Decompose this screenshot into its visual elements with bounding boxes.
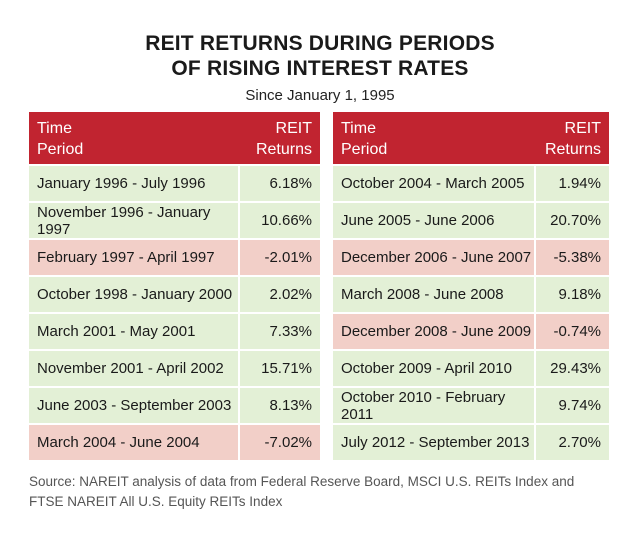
period-cell: June 2003 - September 2003 [29, 388, 238, 423]
table-row: October 2009 - April 2010 29.43% [333, 351, 609, 386]
return-cell: 20.70% [536, 203, 609, 238]
return-cell: 9.18% [536, 277, 609, 312]
header-returns-label: Returns [544, 141, 601, 158]
table-row: March 2001 - May 2001 7.33% [29, 314, 320, 349]
table-row: December 2008 - June 2009 -0.74% [333, 314, 609, 349]
header-returns-label: Returns [255, 141, 312, 158]
period-cell: November 2001 - April 2002 [29, 351, 238, 386]
return-cell: -2.01% [240, 240, 320, 275]
period-cell: October 2010 - February 2011 [333, 388, 534, 423]
return-cell: 2.70% [536, 425, 609, 460]
table-row: March 2004 - June 2004 -7.02% [29, 425, 320, 460]
period-cell: March 2001 - May 2001 [29, 314, 238, 349]
return-cell: 8.13% [240, 388, 320, 423]
period-cell: December 2008 - June 2009 [333, 314, 534, 349]
return-cell: 1.94% [536, 166, 609, 201]
return-cell: 29.43% [536, 351, 609, 386]
table-row: November 2001 - April 2002 15.71% [29, 351, 320, 386]
period-cell: October 2004 - March 2005 [333, 166, 534, 201]
table-rows-right: October 2004 - March 2005 1.94% June 2005 … [333, 166, 609, 460]
table-row: June 2005 - June 2006 20.70% [333, 203, 609, 238]
table-row: March 2008 - June 2008 9.18% [333, 277, 609, 312]
header-reit-label: REIT [564, 120, 601, 137]
period-cell: October 1998 - January 2000 [29, 277, 238, 312]
return-cell: -7.02% [240, 425, 320, 460]
table-row: December 2006 - June 2007 -5.38% [333, 240, 609, 275]
return-cell: -0.74% [536, 314, 609, 349]
period-cell: January 1996 - July 1996 [29, 166, 238, 201]
source-note: Source: NAREIT analysis of data from Fed… [29, 474, 575, 509]
period-cell: November 1996 - January 1997 [29, 203, 238, 238]
table-row: October 2010 - February 2011 9.74% [333, 388, 609, 423]
header-reit-label: REIT [275, 120, 312, 137]
chart-title-line1: REIT RETURNS DURING PERIODS [145, 32, 495, 55]
period-cell: February 1997 - April 1997 [29, 240, 238, 275]
return-cell: 10.66% [240, 203, 320, 238]
return-cell: 6.18% [240, 166, 320, 201]
period-cell: October 2009 - April 2010 [333, 351, 534, 386]
chart-subtitle: Since January 1, 1995 [245, 87, 395, 104]
table-row: October 2004 - March 2005 1.94% [333, 166, 609, 201]
header-time-label: Time [37, 120, 72, 137]
table-row: February 1997 - April 1997 -2.01% [29, 240, 320, 275]
table-rows-left: January 1996 - July 1996 6.18% November 19… [29, 166, 320, 460]
chart-title-line2: OF RISING INTEREST RATES [171, 57, 469, 80]
table-row: October 1998 - January 2000 2.02% [29, 277, 320, 312]
return-cell: 7.33% [240, 314, 320, 349]
table-header: Time Period REIT Returns [333, 112, 609, 164]
header-time-label: Time [341, 120, 376, 137]
table-row: January 1996 - July 1996 6.18% [29, 166, 320, 201]
table-row: July 2012 - September 2013 2.70% [333, 425, 609, 460]
header-period-label: Period [341, 141, 388, 158]
returns-table-left: Time Period REIT Returns January 1996 - … [29, 112, 320, 460]
table-row: June 2003 - September 2003 8.13% [29, 388, 320, 423]
return-cell: 9.74% [536, 388, 609, 423]
period-cell: March 2004 - June 2004 [29, 425, 238, 460]
return-cell: 15.71% [240, 351, 320, 386]
header-period-label: Period [37, 141, 84, 158]
table-header: Time Period REIT Returns [29, 112, 320, 164]
table-row: November 1996 - January 1997 10.66% [29, 203, 320, 238]
returns-table-right: Time Period REIT Returns October 2004 - … [333, 112, 609, 460]
return-cell: 2.02% [240, 277, 320, 312]
return-cell: -5.38% [536, 240, 609, 275]
period-cell: December 2006 - June 2007 [333, 240, 534, 275]
period-cell: March 2008 - June 2008 [333, 277, 534, 312]
period-cell: June 2005 - June 2006 [333, 203, 534, 238]
period-cell: July 2012 - September 2013 [333, 425, 534, 460]
